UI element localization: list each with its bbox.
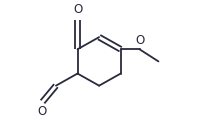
- Text: O: O: [38, 105, 47, 118]
- Text: O: O: [73, 3, 82, 16]
- Text: O: O: [136, 34, 145, 47]
